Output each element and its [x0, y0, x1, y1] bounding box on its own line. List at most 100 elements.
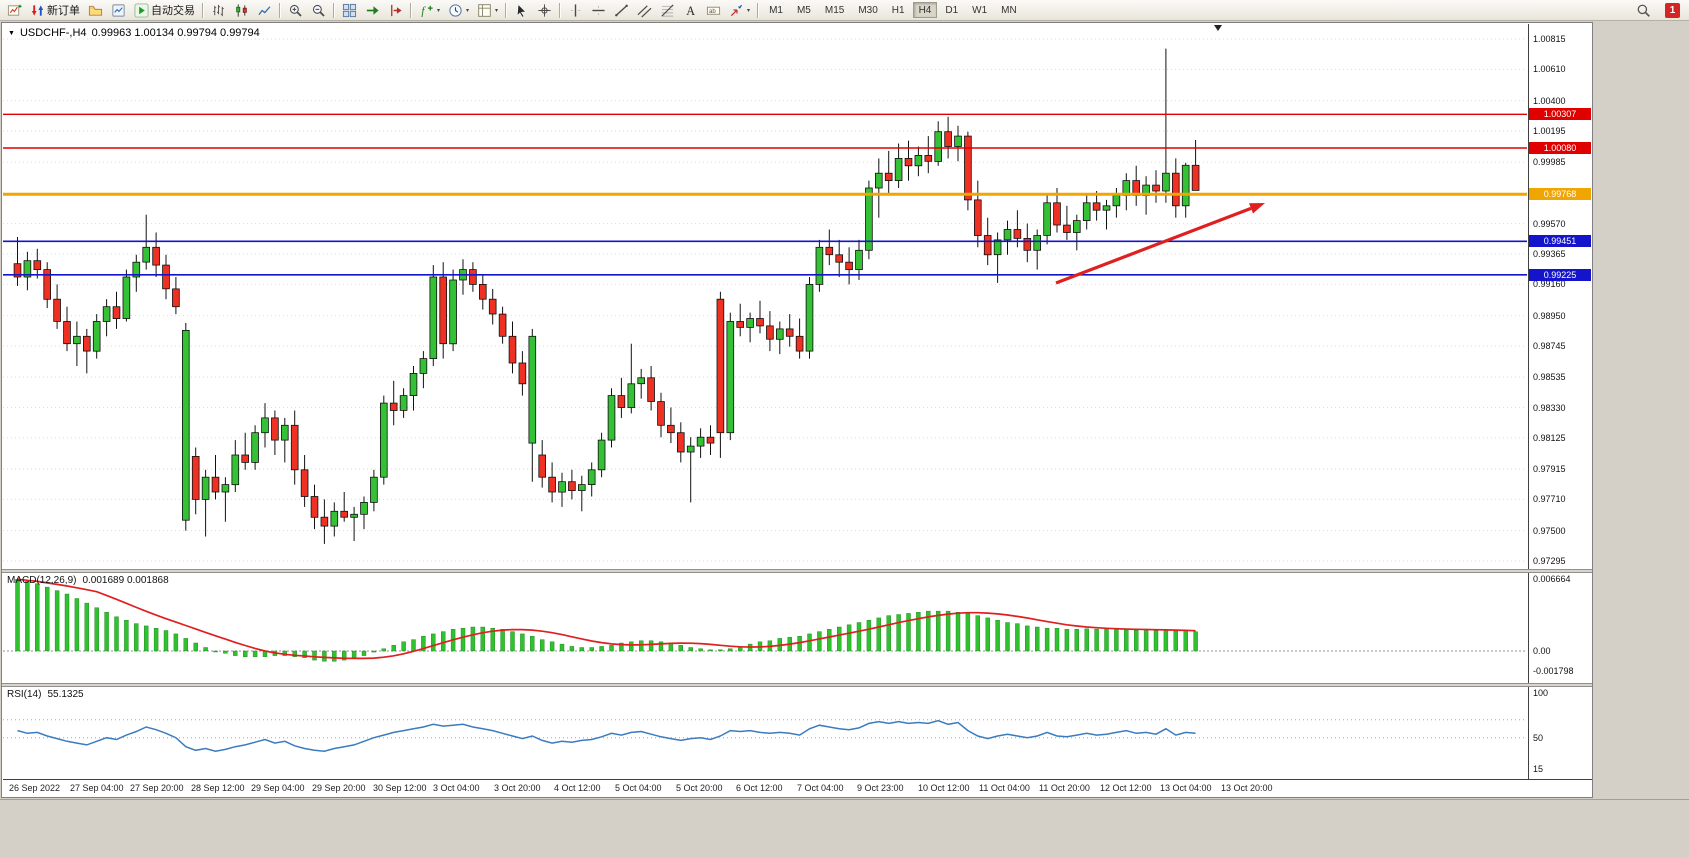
- zoom-in-button[interactable]: [284, 1, 307, 19]
- new-chart-button[interactable]: [3, 1, 26, 19]
- fibonacci-button[interactable]: [656, 1, 679, 19]
- tile-windows-button[interactable]: [338, 1, 361, 19]
- market-watch-button[interactable]: [107, 1, 130, 19]
- candle: [587, 462, 596, 497]
- timeframe-h4-button[interactable]: H4: [912, 2, 938, 18]
- candle: [597, 432, 606, 478]
- vertical-line-button[interactable]: [564, 1, 587, 19]
- price-axis[interactable]: 1.00815 1.00610 1.00400 1.00195 0.99985 0.995…: [1528, 24, 1592, 569]
- macd-histogram-bar: [549, 641, 555, 652]
- equidistant-channel-icon: [637, 4, 652, 18]
- price-axis-label: 0.98330: [1533, 403, 1566, 413]
- time-axis-label: 13 Oct 20:00: [1221, 783, 1273, 793]
- macd-histogram-bar: [124, 620, 129, 652]
- fibonacci-icon: [661, 3, 674, 17]
- timeframe-w1-button[interactable]: W1: [972, 5, 988, 16]
- templates-icon: [478, 3, 491, 17]
- bar-chart-button[interactable]: [207, 1, 230, 19]
- chart-title: ▼ USDCHF-,H4 0.99963 1.00134 0.99794 0.9…: [8, 27, 260, 39]
- arrows-button[interactable]: ▾: [725, 1, 754, 19]
- macd-histogram-bar: [1084, 628, 1089, 652]
- candle: [845, 247, 853, 285]
- new-chart-icon: [7, 4, 22, 16]
- macd-histogram-bar: [54, 590, 60, 652]
- candle: [53, 284, 61, 329]
- crosshair-button[interactable]: [533, 1, 556, 19]
- candle: [330, 502, 339, 537]
- timeframe-h1-button[interactable]: H1: [891, 5, 905, 16]
- line-chart-icon: [258, 5, 271, 15]
- macd-histogram-bar: [1124, 629, 1129, 652]
- price-badge: 0.99451: [1529, 235, 1591, 247]
- trendline-button[interactable]: [610, 1, 633, 19]
- chart-shift-marker-icon[interactable]: [1214, 25, 1222, 31]
- time-axis-label: 6 Oct 12:00: [736, 783, 783, 793]
- timeframe-m5-button[interactable]: M5: [796, 5, 811, 16]
- candle: [677, 422, 685, 463]
- candle: [350, 506, 358, 541]
- cursor-button[interactable]: [510, 1, 533, 19]
- chart-menu-icon[interactable]: ▼: [8, 29, 15, 37]
- macd-histogram-bar: [530, 636, 535, 652]
- arrows-icon: [730, 4, 743, 16]
- search-button[interactable]: [1632, 1, 1655, 19]
- horizontal-line-button[interactable]: [587, 1, 610, 19]
- toolbar-separator: [279, 2, 281, 18]
- text-button[interactable]: A: [679, 1, 702, 19]
- new-order-button[interactable]: 新订单: [26, 1, 84, 19]
- pane-splitter[interactable]: [2, 569, 1592, 573]
- candlestick-chart-button[interactable]: [230, 1, 253, 19]
- templates-button[interactable]: ▾: [473, 1, 502, 19]
- periods-button[interactable]: ▾: [444, 1, 473, 19]
- autotrading-button[interactable]: 自动交易: [130, 1, 199, 19]
- auto-scroll-button[interactable]: [361, 1, 384, 19]
- macd-histogram-bar: [718, 649, 723, 652]
- time-axis[interactable]: 26 Sep 2022 27 Sep 04:00 27 Sep 20:00 28 Se…: [3, 779, 1592, 797]
- toolbar-separator: [333, 2, 335, 18]
- profiles-button[interactable]: [84, 1, 107, 19]
- notification-badge[interactable]: 1: [1665, 2, 1680, 18]
- toolbar-separator: [757, 2, 760, 18]
- equidistant-channel-button[interactable]: [633, 1, 656, 19]
- candle: [706, 425, 715, 455]
- line-chart-button[interactable]: [253, 1, 276, 19]
- candle: [875, 158, 883, 218]
- macd-axis[interactable]: 0.006664 0.00 -0.001798: [1528, 573, 1592, 683]
- timeframe-d1-button[interactable]: D1: [945, 5, 959, 16]
- macd-histogram-bar: [470, 626, 476, 652]
- text-label-button[interactable]: ab: [702, 1, 725, 19]
- macd-indicator-pane[interactable]: MACD(12,26,9) 0.001689 0.001868: [3, 573, 1527, 683]
- macd-histogram-bar: [361, 650, 367, 656]
- candle: [815, 239, 824, 292]
- macd-signal-line: [17, 578, 1196, 660]
- indicators-button[interactable]: f ▾: [415, 1, 444, 19]
- timeframe-mn-button[interactable]: MN: [1001, 5, 1017, 16]
- chart-shift-button[interactable]: [384, 1, 407, 19]
- timeframe-m15-button[interactable]: M15: [824, 5, 845, 16]
- macd-histogram-bar: [183, 638, 189, 652]
- candle: [261, 403, 269, 448]
- timeframe-m1-button[interactable]: M1: [769, 5, 783, 16]
- candle: [726, 312, 735, 441]
- rsi-indicator-pane[interactable]: RSI(14) 55.1325: [3, 687, 1527, 779]
- trend-arrow-object[interactable]: [1055, 203, 1265, 285]
- time-axis-label: 5 Oct 04:00: [615, 783, 662, 793]
- macd-histogram-bar: [460, 628, 466, 652]
- time-axis-label: 11 Oct 04:00: [979, 783, 1030, 793]
- rsi-axis[interactable]: 100 50 15: [1528, 687, 1592, 779]
- macd-histogram-bar: [876, 617, 881, 652]
- candle: [92, 314, 101, 359]
- candle: [766, 311, 774, 352]
- candle: [805, 277, 814, 359]
- pane-splitter[interactable]: [2, 683, 1592, 687]
- price-chart-pane[interactable]: ▼ USDCHF-,H4 0.99963 1.00134 0.99794 0.9…: [3, 24, 1527, 569]
- zoom-out-icon: [312, 4, 325, 17]
- macd-axis-label: 0.00: [1533, 646, 1551, 656]
- zoom-out-button[interactable]: [307, 1, 330, 19]
- price-badge: 0.99225: [1529, 269, 1591, 281]
- timeframe-m30-button[interactable]: M30: [858, 5, 878, 16]
- candle: [934, 121, 942, 166]
- macd-histogram-bar: [411, 639, 416, 652]
- candle: [538, 440, 546, 488]
- toolbar-separator: [505, 2, 508, 18]
